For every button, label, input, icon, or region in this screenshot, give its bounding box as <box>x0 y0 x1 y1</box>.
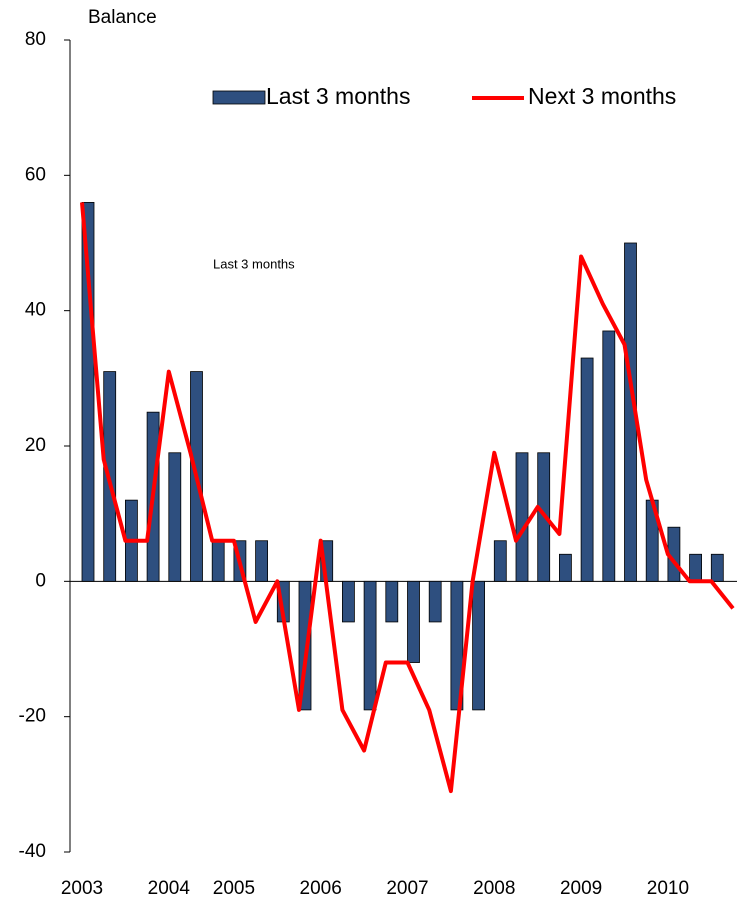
x-tick-label: 2004 <box>148 878 191 899</box>
annotation: Last 3 months <box>213 256 295 271</box>
bar <box>515 452 529 582</box>
y-tick-label: 20 <box>25 435 46 456</box>
bar <box>363 580 377 711</box>
x-tick-label: 2003 <box>61 878 103 899</box>
bar <box>580 357 594 582</box>
x-tick-label: 2007 <box>386 878 428 899</box>
line <box>80 202 735 794</box>
bar <box>211 540 225 582</box>
bar <box>255 540 269 582</box>
bar <box>710 553 724 582</box>
bar <box>472 580 486 711</box>
bar <box>450 580 464 711</box>
y-axis-label: Balance <box>88 7 157 28</box>
bar <box>407 580 420 663</box>
x-tick-label: 2010 <box>647 878 689 899</box>
x-tick-label: 2005 <box>213 878 255 899</box>
bar <box>168 452 182 582</box>
legend-label: Next 3 months <box>528 83 676 109</box>
legend-swatch <box>212 90 266 105</box>
y-tick-label: 60 <box>25 164 46 185</box>
bar <box>493 540 507 582</box>
bar <box>428 580 442 623</box>
bar <box>341 580 355 623</box>
bar <box>559 553 572 582</box>
x-tick-label: 2006 <box>300 878 342 899</box>
y-tick-label: -40 <box>19 841 46 862</box>
bar <box>689 553 702 582</box>
y-tick-label: 80 <box>25 29 46 50</box>
x-tick-label: 2008 <box>473 878 515 899</box>
legend-label: Last 3 months <box>266 83 410 109</box>
y-tick-label: -20 <box>19 706 46 727</box>
bar <box>602 330 616 582</box>
bar <box>385 580 399 623</box>
x-tick-label: 2009 <box>560 878 602 899</box>
y-tick-label: 0 <box>35 570 46 591</box>
y-tick-label: 40 <box>25 300 46 321</box>
